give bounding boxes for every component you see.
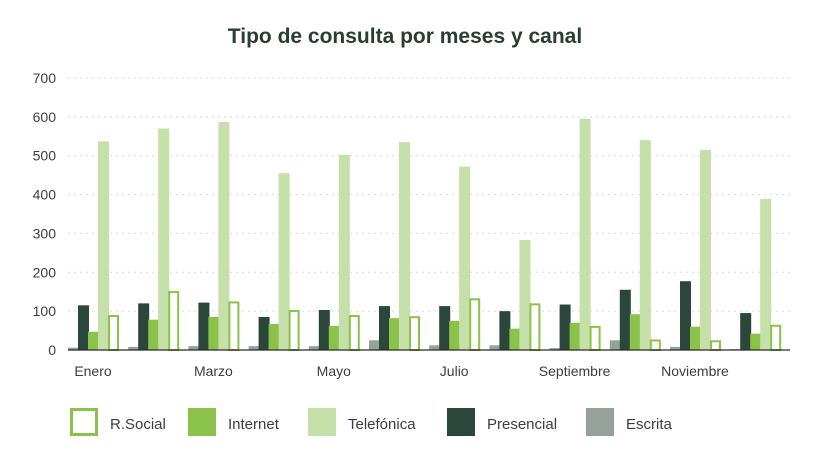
bar-internet-diciembre	[750, 333, 762, 350]
bar-r-social-diciembre	[770, 324, 782, 352]
bar-presencial-enero	[78, 305, 89, 350]
chart-title: Tipo de consulta por meses y canal	[228, 25, 582, 48]
bar-presencial-junio	[379, 306, 390, 350]
bar-telef-nica-agosto	[519, 240, 531, 350]
bar-internet-febrero	[148, 319, 160, 350]
bar-presencial-febrero	[138, 303, 150, 350]
bar-telef-nica-diciembre	[760, 198, 772, 350]
bar-escrita-febrero	[128, 346, 140, 350]
legend-item-telef-nica: Telefónica	[308, 408, 416, 436]
legend: R.Social Internet Telefónica Presencial Escr…	[70, 408, 673, 436]
legend-swatch	[447, 408, 475, 436]
bar-telef-nica-mayo	[338, 154, 350, 350]
bar-r-social-abril	[288, 309, 300, 351]
legend-item-escrita: Escrita	[586, 408, 673, 436]
y-tick-label: 400	[33, 187, 57, 203]
bar-r-social-noviembre	[710, 340, 721, 351]
bar-presencial-julio	[439, 306, 451, 350]
bar-telef-nica-octubre	[639, 140, 651, 350]
legend-label: Presencial	[487, 416, 557, 433]
bar-telef-nica-marzo	[218, 121, 230, 350]
bar-internet-noviembre	[690, 326, 701, 350]
bar-r-social-septiembre	[589, 325, 601, 351]
y-tick-label: 0	[48, 342, 56, 358]
legend-label: Telefónica	[348, 416, 416, 433]
bar-internet-julio	[449, 320, 461, 350]
x-tick-label: Marzo	[194, 363, 233, 379]
bar-escrita-agosto	[489, 345, 501, 350]
bar-telef-nica-febrero	[158, 128, 170, 350]
x-axis-ticks: Enero Marzo Mayo Julio Septiembre Noviembre	[74, 363, 729, 379]
legend-swatch	[70, 408, 98, 436]
bar-internet-abril	[268, 323, 280, 350]
bar-presencial-noviembre	[680, 281, 691, 350]
bar-telef-nica-junio	[399, 142, 410, 350]
y-axis-ticks: 0 100 200 300 400 500 600 700	[33, 70, 57, 358]
bar-internet-mayo	[328, 325, 340, 350]
bar-escrita-enero	[68, 347, 79, 350]
bar-telef-nica-enero	[98, 141, 109, 350]
bar-r-social-julio	[469, 298, 481, 352]
bar-telef-nica-septiembre	[579, 118, 591, 350]
bar-internet-octubre	[629, 314, 641, 350]
bar-r-social-febrero	[168, 290, 180, 351]
legend-item-r-social: R.Social	[70, 408, 166, 436]
bar-escrita-noviembre	[670, 346, 681, 350]
gridlines	[68, 77, 790, 312]
bar-r-social-octubre	[649, 339, 661, 352]
y-tick-label: 600	[33, 109, 57, 125]
bar-escrita-septiembre	[549, 348, 561, 350]
y-tick-label: 200	[33, 264, 57, 280]
bar-telef-nica-julio	[459, 166, 471, 350]
bar-r-social-agosto	[529, 303, 541, 351]
bar-escrita-abril	[248, 346, 260, 350]
y-tick-label: 500	[33, 148, 57, 164]
bar-escrita-julio	[429, 345, 441, 350]
bar-telef-nica-abril	[278, 173, 290, 350]
legend-swatch	[188, 408, 216, 436]
y-tick-label: 100	[33, 303, 57, 319]
bar-r-social-mayo	[348, 315, 360, 351]
y-tick-label: 300	[33, 225, 57, 241]
legend-item-internet: Internet	[188, 408, 280, 436]
bar-telef-nica-noviembre	[700, 149, 711, 350]
bar-presencial-agosto	[499, 311, 511, 350]
x-tick-label: Julio	[440, 363, 469, 379]
bar-escrita-mayo	[308, 346, 320, 350]
bar-presencial-diciembre	[740, 313, 752, 350]
x-tick-label: Mayo	[317, 363, 351, 379]
legend-label: Internet	[228, 416, 280, 433]
bar-r-social-marzo	[228, 301, 240, 351]
bar-internet-agosto	[509, 328, 521, 350]
bar-presencial-octubre	[619, 289, 631, 350]
bar-escrita-octubre	[609, 340, 621, 350]
bar-escrita-marzo	[188, 346, 200, 350]
legend-label: R.Social	[110, 416, 166, 433]
bar-internet-septiembre	[569, 322, 581, 350]
legend-swatch	[586, 408, 614, 436]
bars	[68, 118, 782, 352]
legend-swatch	[308, 408, 336, 436]
legend-label: Escrita	[626, 416, 673, 433]
bar-presencial-marzo	[198, 302, 210, 350]
bar-r-social-junio	[409, 316, 420, 351]
bar-presencial-septiembre	[559, 304, 571, 350]
bar-internet-marzo	[208, 316, 220, 350]
bar-presencial-mayo	[318, 309, 330, 350]
bar-presencial-abril	[258, 316, 270, 350]
bar-internet-junio	[389, 318, 400, 350]
x-tick-label: Septiembre	[539, 363, 611, 379]
y-tick-label: 700	[33, 70, 57, 86]
bar-r-social-enero	[108, 315, 119, 351]
x-tick-label: Noviembre	[661, 363, 729, 379]
x-tick-label: Enero	[74, 363, 112, 379]
legend-item-presencial: Presencial	[447, 408, 557, 436]
bar-internet-enero	[88, 331, 99, 350]
bar-escrita-junio	[369, 340, 380, 350]
